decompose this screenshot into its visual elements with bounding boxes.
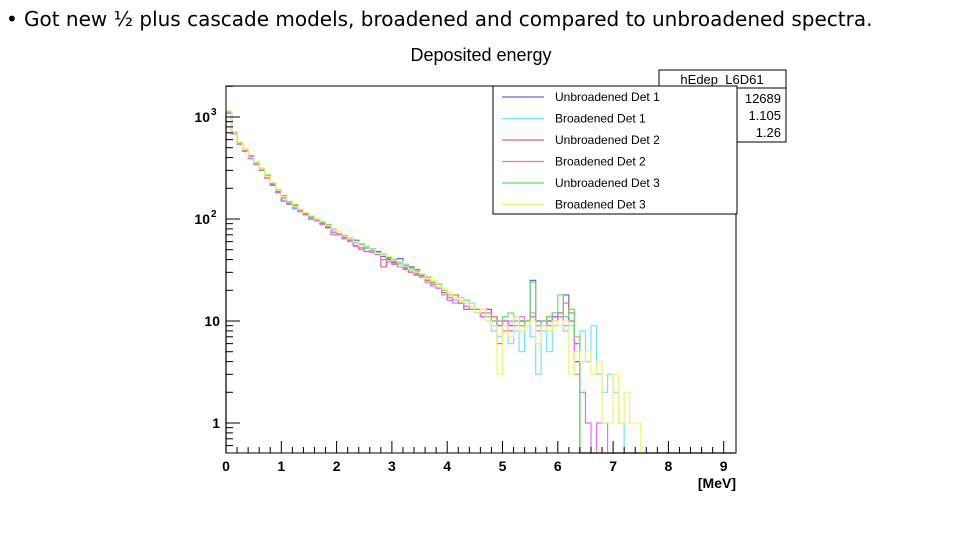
x-tick-label: 6 — [554, 458, 562, 474]
legend-label: Broadened Det 1 — [555, 112, 646, 126]
y-tick-label: 10 — [194, 109, 210, 125]
y-tick-label: 1 — [212, 415, 220, 431]
x-tick-label: 9 — [720, 458, 728, 474]
legend-label: Unbroadened Det 1 — [555, 90, 660, 104]
bullet-dot: • — [6, 7, 18, 31]
x-tick-label: 4 — [443, 458, 451, 474]
x-tick-label: 2 — [333, 458, 341, 474]
bullet-text: Got new ½ plus cascade models, broadened… — [24, 7, 873, 31]
y-tick-exponent: 2 — [211, 209, 217, 220]
stats-entries: 12689 — [745, 91, 781, 106]
legend-label: Broadened Det 2 — [555, 155, 646, 169]
x-tick-label: 3 — [388, 458, 396, 474]
legend-label: Unbroadened Det 3 — [555, 176, 660, 190]
series-line-6 — [225, 110, 735, 454]
legend-label: Broadened Det 3 — [555, 198, 646, 212]
x-tick-label: 1 — [277, 458, 285, 474]
legend-label: Unbroadened Det 2 — [555, 133, 660, 147]
slide-bullet: • Got new ½ plus cascade models, broaden… — [6, 5, 926, 33]
x-tick-label: 7 — [609, 458, 617, 474]
stats-mean: 1.105 — [748, 108, 781, 123]
x-axis-label: [MeV] — [698, 475, 736, 491]
x-tick-label: 8 — [665, 458, 673, 474]
stats-title: hEdep_L6D61 — [680, 72, 763, 87]
y-tick-exponent: 3 — [211, 107, 217, 118]
legend: Unbroadened Det 1 Broadened Det 1 Unbroade… — [492, 85, 738, 215]
x-tick-label: 0 — [222, 458, 230, 474]
x-tick-label: 5 — [499, 458, 507, 474]
plot-frame — [225, 85, 737, 454]
y-tick-label: 10 — [204, 313, 220, 329]
y-tick-label: 10 — [194, 211, 210, 227]
stats-stddev: 1.26 — [756, 125, 781, 140]
chart-title: Deposited energy — [410, 45, 551, 65]
plot-area — [225, 110, 735, 454]
